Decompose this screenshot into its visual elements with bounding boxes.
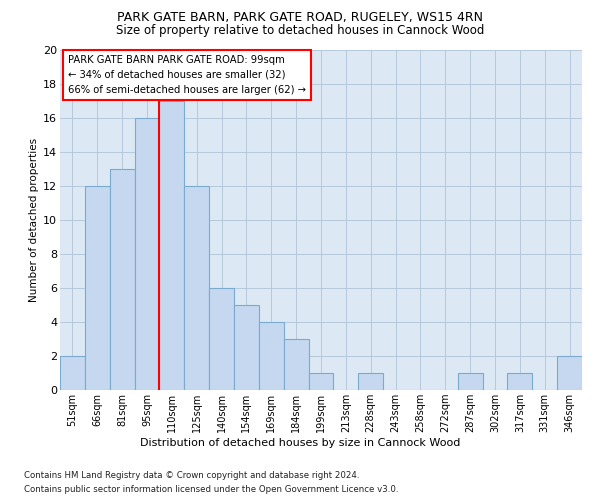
Bar (234, 305, 259, 390)
Bar (508, 373, 532, 390)
Text: Size of property relative to detached houses in Cannock Wood: Size of property relative to detached ho… (116, 24, 484, 37)
Bar (557, 356, 582, 390)
Bar (160, 101, 184, 390)
Bar (60, 356, 85, 390)
Bar (209, 288, 234, 390)
Bar (358, 373, 383, 390)
Bar (284, 339, 308, 390)
Bar (134, 118, 160, 390)
Text: Distribution of detached houses by size in Cannock Wood: Distribution of detached houses by size … (140, 438, 460, 448)
Text: Contains HM Land Registry data © Crown copyright and database right 2024.: Contains HM Land Registry data © Crown c… (24, 471, 359, 480)
Bar (85, 186, 110, 390)
Bar (308, 373, 334, 390)
Bar (110, 169, 134, 390)
Bar (184, 186, 209, 390)
Text: Contains public sector information licensed under the Open Government Licence v3: Contains public sector information licen… (24, 485, 398, 494)
Y-axis label: Number of detached properties: Number of detached properties (29, 138, 39, 302)
Bar (259, 322, 284, 390)
Text: PARK GATE BARN, PARK GATE ROAD, RUGELEY, WS15 4RN: PARK GATE BARN, PARK GATE ROAD, RUGELEY,… (117, 11, 483, 24)
Bar (458, 373, 482, 390)
Text: PARK GATE BARN PARK GATE ROAD: 99sqm
← 34% of detached houses are smaller (32)
6: PARK GATE BARN PARK GATE ROAD: 99sqm ← 3… (68, 55, 306, 94)
